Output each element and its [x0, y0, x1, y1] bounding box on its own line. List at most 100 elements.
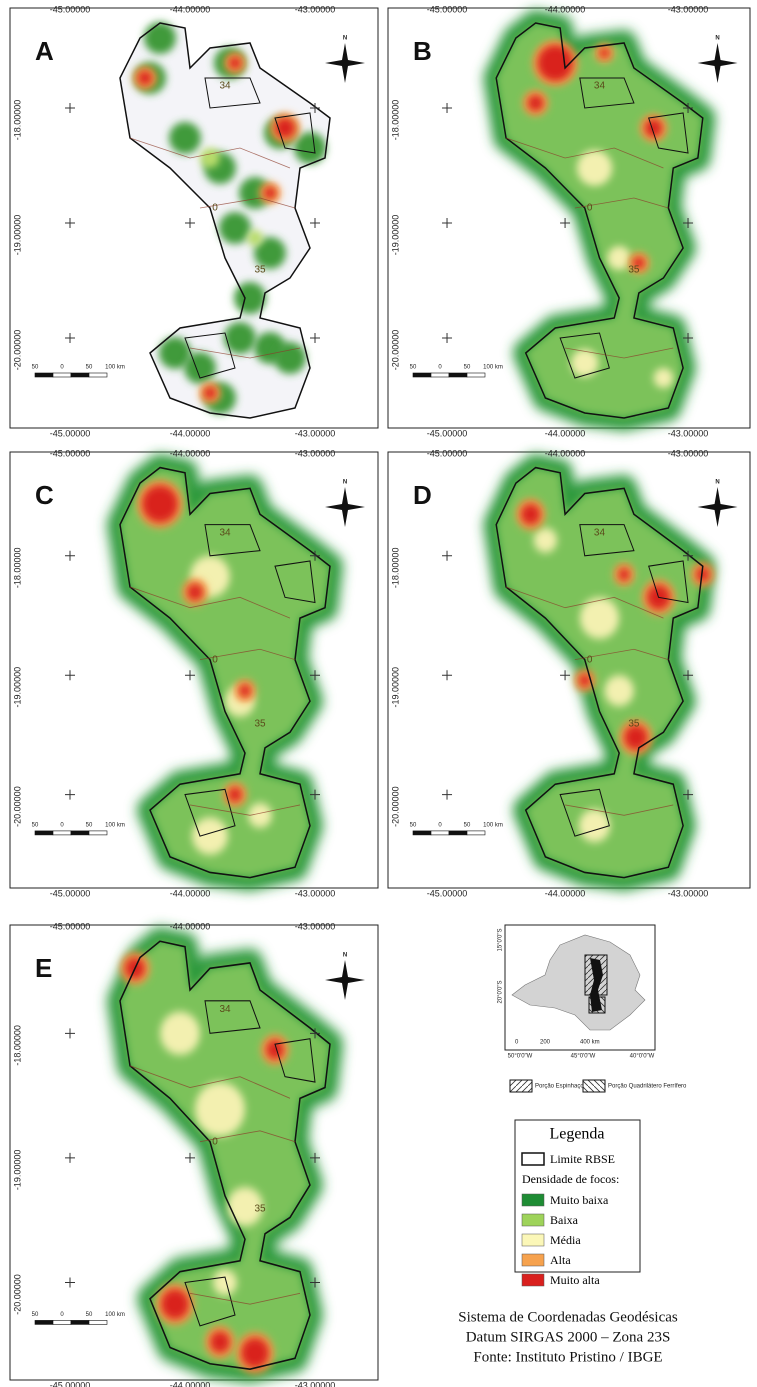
inset-scale: 400 km [580, 1040, 600, 1046]
inset-rbse [590, 958, 603, 1012]
scale-segment [412, 830, 432, 836]
scale-segment [430, 830, 450, 836]
north-label: N [343, 480, 347, 486]
inset-scale: 200 [540, 1040, 551, 1046]
density-blob [570, 349, 599, 377]
hatch-label: Porção Quadrilátero Ferrífero [608, 1084, 687, 1090]
density-blob [632, 257, 645, 269]
zone-label: 0 [587, 203, 593, 214]
inner-boundary [184, 77, 316, 379]
coord-label: -19.00000 [390, 667, 400, 708]
inner-boundary [559, 77, 689, 379]
zone-label: 35 [254, 719, 266, 730]
scale-label: 100 km [105, 1312, 125, 1318]
grid-cross [65, 218, 75, 228]
panel-letter: C [35, 480, 54, 510]
grid-cross [310, 1152, 320, 1163]
coord-label: -45.00000 [50, 921, 91, 931]
density-blob [695, 567, 710, 582]
scale-segment [448, 372, 468, 378]
coord-label: -19.00000 [12, 1150, 22, 1191]
coord-label: -45.00000 [50, 428, 91, 438]
inner-boundary [184, 524, 316, 837]
density-blob [142, 485, 178, 523]
grid-cross [683, 670, 694, 681]
hatch-label: Porção Espinhaço [535, 1084, 584, 1090]
coord-label: -45.00000 [50, 888, 91, 898]
grid-cross [310, 789, 320, 800]
density-blob [533, 527, 558, 553]
coord-label: -45.00000 [427, 448, 468, 458]
coord-label: -19.00000 [12, 215, 22, 256]
grid-cross [683, 218, 694, 228]
density-blob [578, 809, 611, 843]
coord-label: -19.00000 [12, 667, 22, 708]
rbse-boundary [495, 466, 704, 879]
coord-label: -43.00000 [295, 4, 336, 14]
coord-label: -18.00000 [12, 100, 22, 141]
inner-boundary [184, 1000, 316, 1327]
map-body [107, 454, 343, 892]
coord-label: -43.00000 [295, 428, 336, 438]
coord-label: -43.00000 [668, 448, 709, 458]
scale-label: 100 km [105, 822, 125, 828]
grid-cross [185, 218, 195, 228]
density-blob [160, 1011, 200, 1055]
state-shape [511, 934, 646, 1031]
coord-label: -18.00000 [12, 548, 22, 589]
coord-label: -44.00000 [545, 428, 586, 438]
coord-label: -45.00000 [427, 888, 468, 898]
panel-letter: A [35, 36, 54, 66]
density-blob [204, 387, 216, 399]
grid-cross [683, 550, 694, 561]
scale-label: 0 [60, 365, 64, 371]
legend-swatch [521, 1213, 545, 1227]
region-fill [120, 467, 330, 878]
scale-label: 50 [32, 365, 39, 371]
zone-label: 35 [254, 265, 266, 276]
scale-label: 100 km [483, 365, 503, 371]
scale-segment [34, 1320, 54, 1325]
panel-letter: E [35, 953, 52, 983]
inset-lat: 15°0'0"S [498, 928, 504, 951]
scale-segment [52, 830, 72, 836]
density-blob [228, 787, 242, 802]
inset-map: 15°0'0"S 20°0'0"S 50°0'0"W 45°0'0"W 40°0'0"W… [498, 924, 687, 1093]
legend-label: Baixa [550, 1213, 579, 1227]
density-blob [578, 674, 591, 687]
map-panel: -45.00000 -44.00000 -43.00000 -45.00000 -44.… [387, 4, 751, 438]
map-body [483, 10, 716, 431]
scale-segment [466, 830, 486, 836]
legend-swatch [521, 1253, 545, 1267]
rbse-boundary [495, 22, 704, 419]
north-label: N [715, 36, 719, 42]
roads [129, 586, 301, 816]
grid-cross [310, 1028, 320, 1039]
grid-cross [560, 670, 571, 681]
boundary-swatch [521, 1152, 545, 1166]
grid-cross [310, 670, 320, 681]
scale-segment [88, 372, 108, 378]
scale-segment [70, 1320, 90, 1325]
density-blob [294, 132, 326, 164]
grid-cross [185, 670, 195, 681]
density-blob [274, 342, 306, 374]
scale-segment [88, 830, 108, 836]
scale-label: 50 [86, 822, 93, 828]
hatch-swatch [582, 1079, 606, 1093]
density-blob [195, 1082, 245, 1137]
inset-scale: 0 [515, 1040, 519, 1046]
zone-label: 34 [219, 528, 231, 539]
grid-cross [310, 1277, 320, 1288]
zone-label: 34 [219, 1004, 231, 1015]
scale-label: 100 km [483, 822, 503, 828]
grid-cross [310, 218, 320, 228]
density-blob [184, 352, 216, 384]
legend-label: Muito alta [550, 1273, 600, 1287]
coord-label: -43.00000 [295, 888, 336, 898]
panel-letter: D [413, 480, 432, 510]
credit-line: Sistema de Coordenadas Geodésicas [458, 1309, 678, 1325]
scale-segment [448, 830, 468, 836]
coord-label: -20.00000 [12, 330, 22, 371]
